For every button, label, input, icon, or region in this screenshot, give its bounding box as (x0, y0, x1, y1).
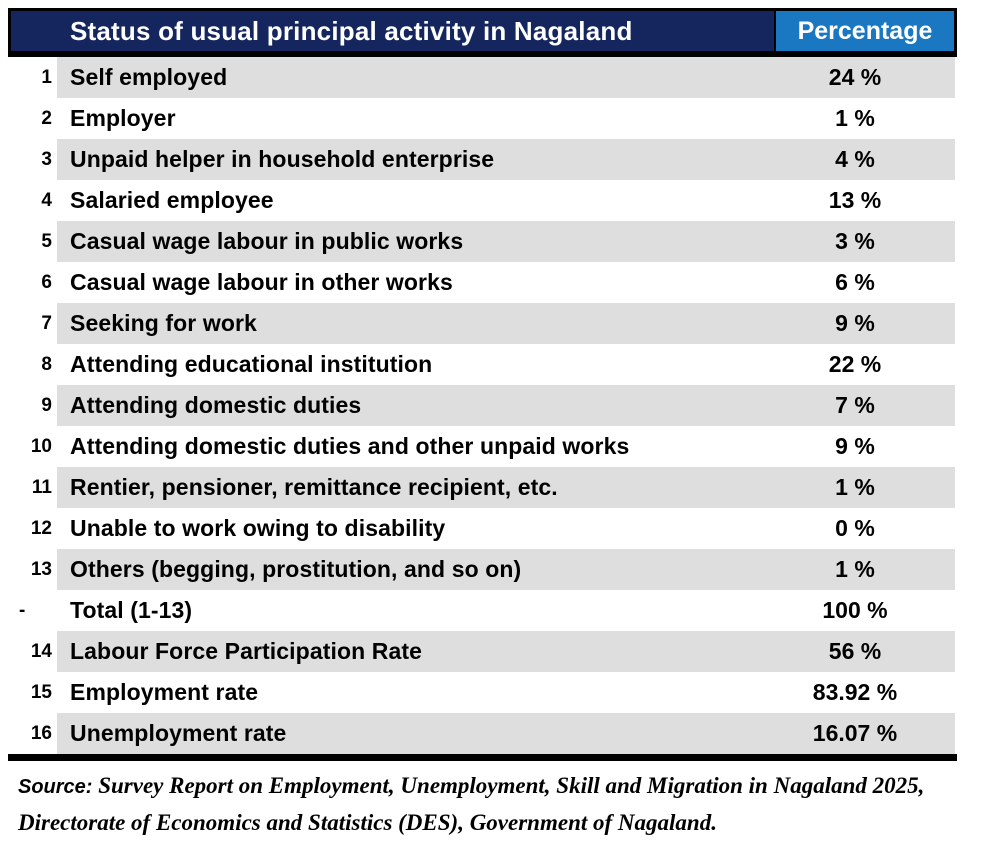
row-number: 4 (8, 180, 57, 221)
row-label: Self employed (70, 64, 228, 90)
row-band: Rentier, pensioner, remittance recipient… (57, 467, 955, 508)
row-label: Attending domestic duties (70, 392, 362, 418)
table-row: 7 Seeking for work 9 % (8, 303, 955, 344)
row-number: 16 (8, 713, 57, 754)
row-band: Attending educational institution 22 % (57, 344, 955, 385)
table-header-bar: Status of usual principal activity in Na… (8, 8, 957, 57)
table-row: 10 Attending domestic duties and other un… (8, 426, 955, 467)
table-row: - Total (1-13) 100 % (8, 590, 955, 631)
row-band: Self employed 24 % (57, 57, 955, 98)
row-value: 1 % (835, 556, 875, 582)
row-value: 3 % (835, 228, 875, 254)
table-row: 2 Employer 1 % (8, 98, 955, 139)
row-band: Salaried employee 13 % (57, 180, 955, 221)
row-value: 22 % (828, 351, 882, 377)
row-number: 2 (8, 98, 57, 139)
row-label: Casual wage labour in public works (70, 228, 464, 254)
row-number: - (8, 590, 57, 631)
row-value: 9 % (835, 310, 875, 336)
row-band: Unemployment rate 16.07 % (57, 713, 955, 754)
row-value: 100 % (822, 597, 888, 623)
table-row: 5 Casual wage labour in public works 3 % (8, 221, 955, 262)
row-band: Unpaid helper in household enterprise 4 % (57, 139, 955, 180)
row-label: Attending educational institution (70, 351, 433, 377)
row-number: 1 (8, 57, 57, 98)
row-label: Rentier, pensioner, remittance recipient… (70, 474, 558, 500)
row-label: Employment rate (70, 679, 259, 705)
table-row: 16 Unemployment rate 16.07 % (8, 713, 955, 754)
row-number: 5 (8, 221, 57, 262)
row-number: 15 (8, 672, 57, 713)
table-row: 12 Unable to work owing to disability 0 % (8, 508, 955, 549)
row-number: 9 (8, 385, 57, 426)
row-number: 7 (8, 303, 57, 344)
row-band: Casual wage labour in public works 3 % (57, 221, 955, 262)
row-band: Employer 1 % (57, 98, 955, 139)
row-label: Attending domestic duties and other unpa… (70, 433, 630, 459)
row-value: 4 % (835, 146, 875, 172)
row-value: 24 % (828, 64, 882, 90)
row-label: Labour Force Participation Rate (70, 638, 422, 664)
table-row: 8 Attending educational institution 22 % (8, 344, 955, 385)
source-prefix-label: Source: (18, 776, 93, 798)
table-row: 9 Attending domestic duties 7 % (8, 385, 955, 426)
source-note: Source: Survey Report on Employment, Une… (18, 768, 1000, 841)
table-title: Status of usual principal activity in Na… (70, 15, 633, 46)
row-number: 13 (8, 549, 57, 590)
row-number: 14 (8, 631, 57, 672)
row-label: Salaried employee (70, 187, 274, 213)
row-band: Casual wage labour in other works 6 % (57, 262, 955, 303)
row-label: Seeking for work (70, 310, 257, 336)
table-row: 15 Employment rate 83.92 % (8, 672, 955, 713)
table-row: 13 Others (begging, prostitution, and so … (8, 549, 955, 590)
table-row: 11 Rentier, pensioner, remittance recipie… (8, 467, 955, 508)
row-label: Others (begging, prostitution, and so on… (70, 556, 522, 582)
row-number: 10 (8, 426, 57, 467)
row-number: 12 (8, 508, 57, 549)
source-text-line-1: Survey Report on Employment, Unemploymen… (98, 773, 925, 798)
table-body: 1 Self employed 24 % 2 Employer 1 % 3 Unpaid he… (8, 57, 955, 754)
row-band: Attending domestic duties 7 % (57, 385, 955, 426)
row-number: 6 (8, 262, 57, 303)
table-row: 4 Salaried employee 13 % (8, 180, 955, 221)
row-label: Unable to work owing to disability (70, 515, 446, 541)
row-value: 1 % (835, 105, 875, 131)
row-band: Attending domestic duties and other unpa… (57, 426, 955, 467)
row-value: 56 % (828, 638, 882, 664)
bottom-divider-line (8, 754, 957, 761)
row-band: Others (begging, prostitution, and so on… (57, 549, 955, 590)
row-band: Labour Force Participation Rate 56 % (57, 631, 955, 672)
row-label: Employer (70, 105, 176, 131)
row-number: 3 (8, 139, 57, 180)
row-label: Total (1-13) (70, 597, 193, 623)
row-band: Total (1-13) 100 % (57, 590, 955, 631)
row-value: 13 % (828, 187, 882, 213)
row-value: 16.07 % (812, 720, 898, 746)
row-band: Employment rate 83.92 % (57, 672, 955, 713)
row-label: Casual wage labour in other works (70, 269, 453, 295)
row-value: 6 % (835, 269, 875, 295)
table-row: 1 Self employed 24 % (8, 57, 955, 98)
row-band: Seeking for work 9 % (57, 303, 955, 344)
source-line-1: Source: Survey Report on Employment, Une… (18, 768, 1000, 805)
page: Status of usual principal activity in Na… (0, 8, 1000, 847)
row-label: Unemployment rate (70, 720, 287, 746)
table-row: 6 Casual wage labour in other works 6 % (8, 262, 955, 303)
percentage-column-header: Percentage (774, 11, 954, 51)
row-number: 8 (8, 344, 57, 385)
source-text-line-2: Directorate of Economics and Statistics … (18, 810, 717, 835)
row-band: Unable to work owing to disability 0 % (57, 508, 955, 549)
row-label: Unpaid helper in household enterprise (70, 146, 495, 172)
row-value: 0 % (835, 515, 875, 541)
row-value: 83.92 % (812, 679, 898, 705)
table-row: 14 Labour Force Participation Rate 56 % (8, 631, 955, 672)
row-number: 11 (8, 467, 57, 508)
row-value: 7 % (835, 392, 875, 418)
table-row: 3 Unpaid helper in household enterprise 4 … (8, 139, 955, 180)
row-value: 1 % (835, 474, 875, 500)
row-value: 9 % (835, 433, 875, 459)
